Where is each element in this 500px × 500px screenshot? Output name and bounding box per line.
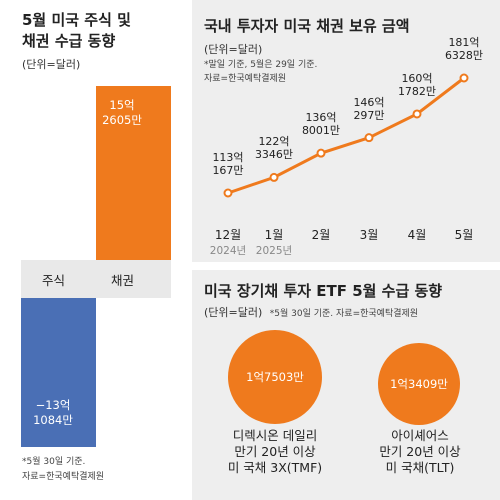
data-point: [364, 133, 374, 143]
data-point: [269, 172, 279, 182]
x-tick-label: 12월: [214, 228, 242, 242]
top-right-panel: [192, 0, 500, 262]
point-value-label: 136억 8001만: [296, 111, 346, 137]
caption-tlt: 아이셰어스 만기 20년 이상 미 국채(TLT): [355, 428, 485, 476]
category-label-bond: 채권: [111, 273, 135, 288]
point-value-line1: 160억: [401, 71, 433, 85]
bond-value-line1: 15억: [109, 98, 135, 112]
data-point: [412, 109, 422, 119]
bottom-right-unit-text: (단위=달러): [204, 306, 263, 319]
caption-tlt-line2: 만기 20년 이상: [379, 444, 461, 459]
x-tick-label: 3월: [359, 228, 379, 242]
x-tick-label: 2월: [311, 228, 331, 242]
left-note-line2: 자료=한국예탁결제원: [22, 472, 105, 482]
bar-stock: [21, 298, 96, 448]
data-point: [223, 188, 233, 198]
top-right-title: 국내 투자자 미국 채권 보유 금액: [204, 17, 410, 35]
point-value-label: 160억 1782만: [392, 72, 442, 98]
bottom-right-title: 미국 장기채 투자 ETF 5월 수급 동향: [204, 282, 443, 300]
point-value-line1: 122억: [258, 135, 290, 149]
left-unit: (단위=달러): [22, 58, 81, 71]
caption-tlt-line3: 미 국채(TLT): [385, 460, 455, 475]
panel-divider: [192, 262, 500, 270]
top-right-note-line2: 자료=한국예탁결제원: [204, 74, 287, 84]
point-value-line2: 1782만: [397, 84, 437, 98]
point-value-line2: 8001만: [301, 124, 341, 138]
bubble-tlt: 1억3409만: [377, 342, 461, 426]
bond-value-line2: 2605만: [102, 113, 142, 127]
caption-tmf-line1: 디렉시온 데일리: [232, 428, 318, 443]
caption-tlt-line1: 아이셰어스: [391, 428, 449, 443]
category-label-stock: 주식: [42, 273, 66, 288]
bubble-tmf: 1억7503만: [228, 330, 322, 424]
year-label: 2025년: [255, 245, 293, 257]
year-label: 2024년: [209, 245, 247, 257]
point-value-label: 113억 167만: [203, 151, 253, 177]
point-value-line2: 167만: [212, 164, 244, 177]
point-value-line1: 146억: [353, 95, 385, 109]
bubble-tmf-value: 1억7503만: [246, 370, 304, 384]
bottom-right-note: *5월 30일 기준. 자료=한국예탁결제원: [269, 309, 419, 319]
point-value-line2: 297만: [353, 108, 385, 122]
point-value-line1: 136억: [305, 111, 337, 125]
point-value-line1: 181억: [448, 36, 480, 49]
caption-tmf: 디렉시온 데일리 만기 20년 이상 미 국채 3X(TMF): [210, 428, 340, 476]
point-value-label: 181억 6328만: [439, 36, 489, 62]
data-point: [316, 148, 326, 158]
point-value-label: 122억 3346만: [249, 135, 299, 161]
bar-bond: [96, 86, 171, 260]
x-tick-label: 1월: [264, 228, 284, 242]
caption-tmf-line2: 만기 20년 이상: [234, 444, 316, 459]
x-tick-label: 4월: [407, 228, 427, 242]
stock-value-line2: 1084만: [33, 413, 73, 427]
left-title-line1: 5월 미국 주식 및: [22, 11, 131, 29]
point-value-line1: 113억: [212, 151, 244, 164]
bond-value-label: 15억 2605만: [82, 98, 162, 128]
stock-value-line1: −13억: [35, 398, 71, 412]
stock-value-label: −13억 1084만: [13, 398, 93, 428]
top-right-unit: (단위=달러): [204, 43, 263, 56]
line-chart: [223, 73, 469, 198]
bubble-tlt-value: 1억3409만: [390, 376, 448, 391]
point-value-line2: 3346만: [254, 148, 294, 162]
bottom-right-unit: (단위=달러) *5월 30일 기준. 자료=한국예탁결제원: [204, 304, 418, 321]
x-tick-label: 5월: [454, 228, 474, 242]
top-right-note-line1: *말일 기준, 5월은 29일 기준.: [204, 60, 318, 70]
left-title-line2: 채권 수급 동향: [22, 32, 116, 50]
point-value-label: 146억 297만: [344, 96, 394, 122]
point-value-line2: 6328만: [444, 49, 484, 62]
data-point: [459, 73, 469, 83]
category-axis-strip: [21, 260, 171, 298]
caption-tmf-line3: 미 국채 3X(TMF): [227, 460, 323, 475]
holding-line: [227, 76, 465, 195]
left-note-line1: *5월 30일 기준.: [22, 457, 86, 467]
